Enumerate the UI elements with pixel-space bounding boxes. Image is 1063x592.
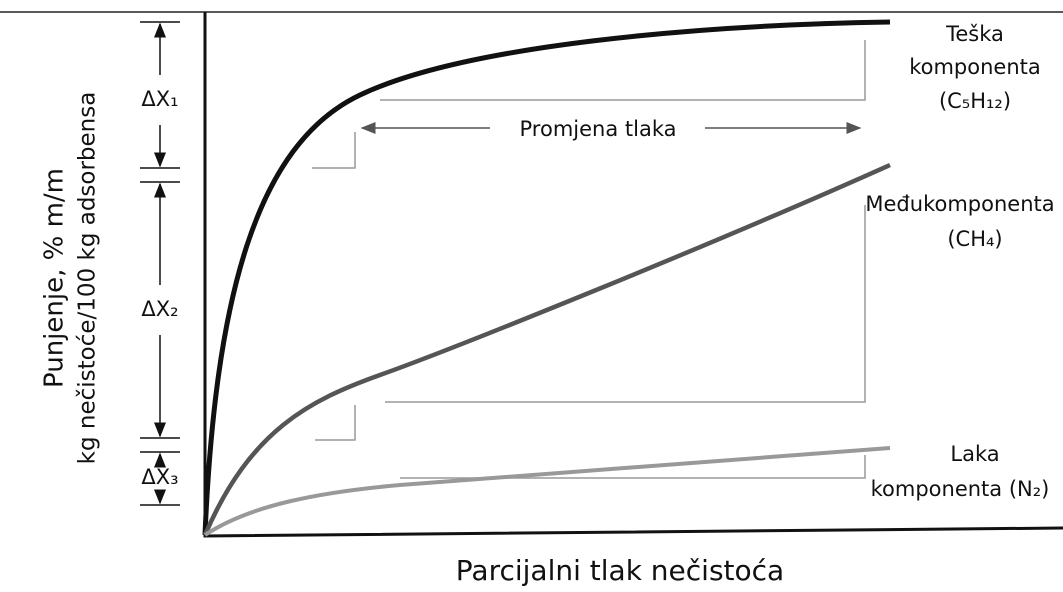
curve-label: Međukomponenta <box>865 192 1054 216</box>
x-axis-label: Parcijalni tlak nečistoća <box>456 554 784 587</box>
curve-label: komponenta (N₂) <box>871 477 1050 501</box>
medium-curve <box>202 162 891 536</box>
curve-label: (CH₄) <box>947 227 1002 251</box>
dimension <box>140 21 180 506</box>
curve-label: komponenta <box>909 55 1041 79</box>
light-curve <box>203 446 891 537</box>
delta-x-label: ΔX₁ <box>141 87 178 111</box>
y-axis-label: kg nečistoće/100 kg adsorbensa <box>75 92 101 465</box>
y-axis-label: Punjenje, % m/m <box>40 168 70 388</box>
axes <box>203 12 1063 538</box>
delta-x-label: ΔX₂ <box>141 297 178 321</box>
pressure-change-label: Promjena tlaka <box>520 117 677 141</box>
curve-label: (C₅H₁₂) <box>939 89 1011 113</box>
curve-label: Teška <box>945 22 1004 46</box>
curve-label: Laka <box>950 442 999 466</box>
heavy-curve <box>202 19 891 536</box>
delta-x-label: ΔX₃ <box>141 465 178 489</box>
guide-lines <box>312 40 866 479</box>
